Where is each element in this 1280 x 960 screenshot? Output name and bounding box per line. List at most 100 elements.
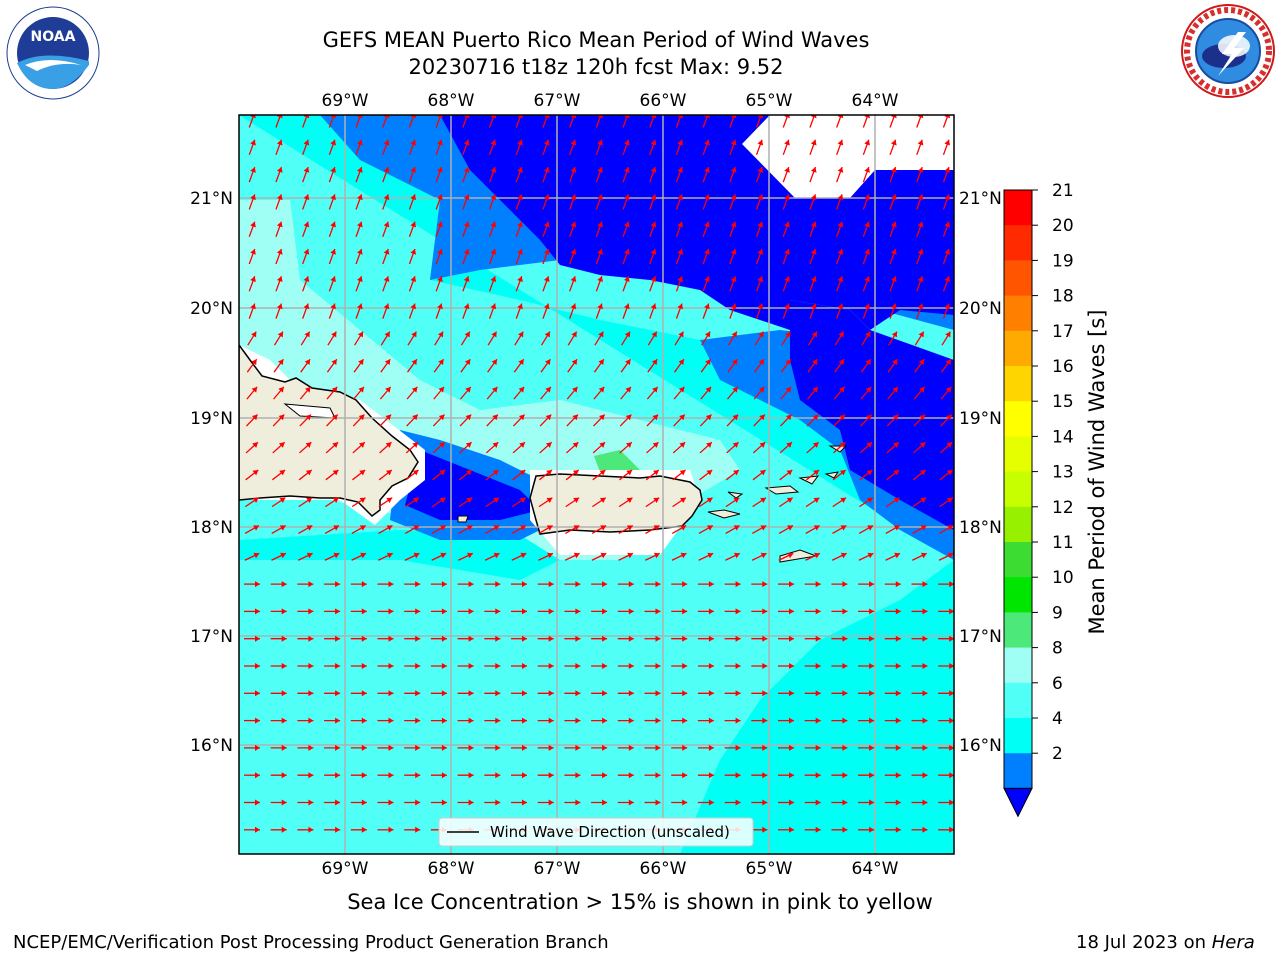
wave-arrow-head	[252, 470, 259, 476]
wave-arrow-head	[495, 635, 501, 642]
wave-arrow-head	[410, 115, 417, 119]
colorbar-bin	[1004, 682, 1032, 719]
wave-arrow-head	[281, 826, 287, 833]
wave-arrow-head	[251, 359, 257, 366]
wave-arrow-head	[546, 470, 553, 476]
wave-arrow-head	[335, 744, 341, 751]
wave-arrow-head	[947, 497, 953, 504]
wave-arrow-head	[891, 221, 897, 228]
colorbar-tick-label: 14	[1052, 427, 1074, 447]
wave-arrow-head	[762, 826, 768, 833]
wave-arrow-head	[441, 608, 447, 615]
wave-arrow-head	[332, 470, 339, 476]
wave-arrow-head	[864, 276, 870, 283]
wave-arrow-head	[305, 442, 312, 448]
wave-arrow-head	[944, 139, 951, 146]
wave-arrow-head	[281, 772, 287, 779]
land-puerto-rico	[529, 473, 703, 535]
wave-arrow-head	[892, 386, 898, 393]
wave-arrow-head	[598, 331, 604, 338]
wave-arrow-head	[330, 303, 336, 310]
wave-arrow-head	[330, 194, 336, 201]
wave-arrow-head	[625, 414, 632, 421]
wave-arrow-head	[840, 552, 847, 559]
wave-arrow-head	[308, 690, 314, 697]
wave-arrow	[355, 115, 362, 128]
wave-arrow-head	[602, 663, 608, 669]
wave-arrow-head	[787, 552, 794, 559]
wave-arrow-head	[357, 248, 363, 255]
wave-arrow-head	[735, 608, 741, 615]
wave-arrow-head	[490, 115, 497, 119]
wave-arrow-head	[891, 303, 897, 310]
wave-arrow-head	[624, 167, 630, 173]
wave-arrow-head	[759, 414, 765, 421]
wave-arrow-head	[837, 115, 844, 119]
wave-arrow-head	[784, 248, 790, 255]
wave-arrow-head	[517, 139, 523, 146]
wave-arrow-head	[650, 115, 657, 119]
wave-arrow-head	[679, 442, 686, 448]
wave-arrow-head	[653, 470, 659, 476]
wave-arrow-head	[281, 635, 287, 642]
wave-arrow-head	[652, 414, 659, 421]
wave-arrow-head	[895, 826, 901, 833]
noaa-logo-icon: NOAA	[6, 6, 100, 100]
wave-arrow-head	[650, 167, 657, 173]
wave-arrow-head	[573, 497, 580, 504]
wave-arrow-head	[949, 581, 954, 588]
wave-arrow	[916, 115, 923, 128]
wave-arrow-head	[680, 552, 687, 559]
wave-arrow-head	[757, 194, 764, 201]
wave-arrow-head	[918, 359, 925, 366]
wave-arrow-head	[735, 581, 741, 588]
wave-arrow-head	[572, 414, 578, 421]
wave-arrow-head	[468, 635, 474, 642]
wave-arrow-head	[837, 139, 844, 146]
wave-arrow-head	[762, 717, 768, 724]
wave-arrow-head	[441, 663, 447, 669]
wave-arrow-head	[810, 303, 817, 310]
wave-arrow-head	[837, 248, 844, 255]
wave-arrow-head	[949, 608, 954, 615]
wave-arrow-head	[785, 386, 792, 393]
colorbar-tick-label: 12	[1052, 498, 1074, 518]
wave-arrow-head	[624, 248, 630, 255]
wave-arrow-head	[895, 608, 901, 615]
wave-arrow-head	[281, 717, 287, 724]
wave-arrow-head	[570, 167, 577, 173]
wave-arrow-head	[415, 799, 421, 806]
colorbar-bin	[1004, 330, 1032, 367]
wave-arrow-head	[522, 663, 527, 669]
wave-arrow-head	[628, 799, 634, 806]
wave-arrow-head	[518, 386, 525, 393]
wave-arrow-head	[250, 303, 256, 310]
wave-arrow-head	[278, 414, 285, 421]
wave-arrow-head	[543, 194, 550, 201]
wave-arrow-head	[651, 331, 657, 338]
wave-arrow	[649, 115, 656, 128]
lon-label-top: 64°W	[852, 91, 899, 111]
wave-arrow-head	[810, 139, 817, 146]
wave-arrow-head	[893, 525, 900, 531]
wave-arrow-head	[866, 442, 873, 448]
lon-label-top: 69°W	[322, 91, 369, 111]
wave-arrow-head	[922, 772, 928, 779]
wave-arrow-head	[335, 690, 341, 697]
wave-arrow-head	[735, 635, 741, 642]
wave-arrow-head	[842, 772, 848, 779]
wave-arrow-head	[463, 194, 470, 201]
wave-arrow-head	[303, 115, 310, 119]
wave-arrow-head	[732, 414, 739, 421]
wave-arrow-head	[330, 139, 336, 146]
wave-arrow-head	[545, 414, 552, 421]
wave-arrow-head	[359, 442, 365, 448]
wave-arrow-head	[895, 772, 901, 779]
wave-arrow-head	[893, 470, 900, 476]
wave-arrow-head	[519, 497, 526, 504]
colorbar-bin	[1004, 471, 1032, 508]
wave-arrow	[729, 115, 736, 128]
wave-arrow-head	[837, 167, 844, 173]
wave-arrow-head	[733, 525, 740, 531]
wave-arrow-head	[546, 525, 553, 531]
